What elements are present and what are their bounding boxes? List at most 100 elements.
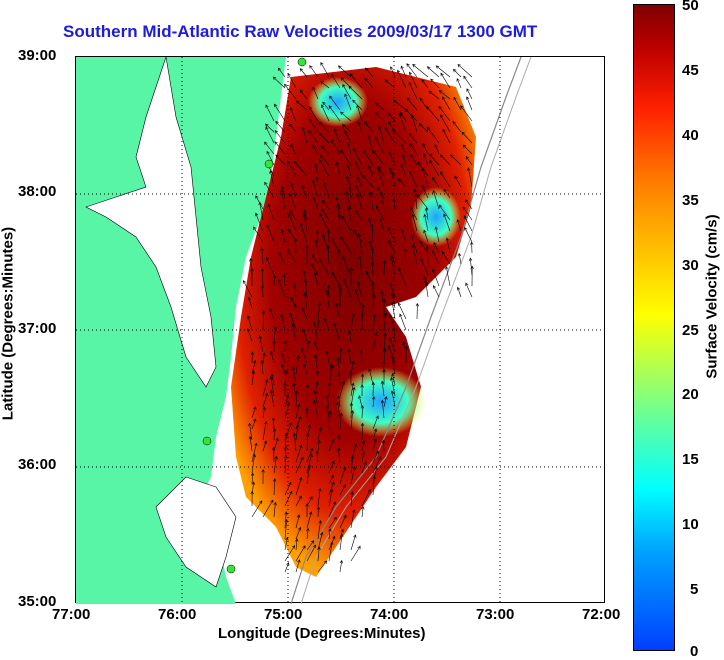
velocity-arrow (325, 289, 330, 309)
velocity-arrow (416, 194, 429, 210)
low-velocity-region-east (411, 187, 461, 247)
velocity-arrow (295, 444, 303, 463)
velocity-arrow (467, 167, 473, 188)
velocity-arrow (375, 102, 385, 111)
velocity-arrow (314, 239, 319, 254)
velocity-arrow (400, 143, 407, 155)
velocity-arrow (321, 208, 330, 221)
velocity-arrow (250, 490, 254, 507)
velocity-arrow (302, 213, 308, 232)
velocity-arrow (413, 188, 418, 210)
x-tick: 76:00 (158, 606, 197, 623)
velocity-arrow (387, 226, 396, 243)
velocity-arrow (316, 319, 320, 331)
velocity-arrow (398, 112, 407, 133)
velocity-arrow (361, 461, 367, 474)
velocity-arrow (283, 340, 288, 353)
map-svg (76, 56, 606, 605)
velocity-arrow (323, 317, 330, 331)
x-tick: 73:00 (476, 606, 515, 623)
velocity-arrow (284, 432, 288, 452)
velocity-arrow (402, 341, 407, 353)
velocity-arrow (384, 79, 396, 89)
velocity-arrow (339, 528, 344, 540)
velocity-arrow (305, 433, 310, 452)
velocity-arrow (424, 207, 429, 221)
velocity-arrow (328, 528, 332, 540)
velocity-arrow (258, 201, 264, 221)
velocity-arrow (261, 469, 265, 485)
velocity-arrow (325, 350, 330, 364)
velocity-arrow (284, 454, 288, 474)
velocity-arrow (372, 450, 379, 463)
velocity-arrow (273, 501, 277, 518)
velocity-arrow (315, 369, 320, 386)
velocity-arrow (260, 247, 264, 265)
velocity-arrow (247, 315, 253, 331)
velocity-arrow (251, 442, 258, 463)
velocity-arrow (383, 348, 387, 364)
velocity-arrow (398, 178, 407, 188)
velocity-arrow (255, 212, 264, 232)
velocity-arrow (342, 124, 352, 133)
velocity-arrow (295, 526, 302, 540)
colorbar-tick: 30 (682, 257, 699, 274)
velocity-arrow (371, 381, 376, 397)
velocity-arrow (399, 313, 407, 331)
velocity-arrow (331, 271, 341, 287)
velocity-arrow (312, 196, 319, 210)
velocity-arrow (284, 562, 290, 573)
velocity-arrow (312, 399, 319, 419)
velocity-arrow (289, 209, 297, 221)
velocity-arrow (375, 112, 385, 122)
velocity-arrow (248, 422, 253, 441)
velocity-arrow (262, 352, 266, 364)
x-axis-label: Longitude (Degrees:Minutes) (218, 625, 426, 642)
velocity-arrow (289, 313, 297, 331)
velocity-arrow (312, 144, 319, 155)
velocity-arrow (426, 66, 440, 78)
velocity-arrow (310, 262, 319, 276)
velocity-arrow (342, 256, 352, 276)
velocity-arrow (342, 84, 352, 100)
pamlico-sound (155, 476, 237, 588)
map-plot-area[interactable] (75, 56, 606, 605)
velocity-arrow (432, 249, 440, 265)
velocity-arrow (465, 199, 473, 210)
velocity-arrow (390, 376, 396, 397)
velocity-arrow (287, 160, 297, 177)
velocity-arrow (274, 103, 286, 122)
x-tick: 77:00 (52, 606, 91, 623)
velocity-arrow (306, 464, 312, 485)
velocity-arrow (440, 154, 451, 166)
velocity-arrow (284, 83, 297, 100)
colorbar (633, 4, 675, 651)
map-title: Southern Mid-Atlantic Raw Velocities 200… (63, 22, 538, 41)
velocity-arrow (349, 73, 363, 89)
velocity-arrow (336, 203, 341, 221)
velocity-arrow (305, 244, 309, 265)
velocity-arrow (441, 251, 451, 265)
velocity-arrow (402, 153, 407, 166)
velocity-arrow (275, 154, 286, 166)
colorbar-tick: 45 (682, 62, 699, 79)
velocity-arrow (293, 160, 308, 177)
velocity-arrow (411, 244, 418, 265)
velocity-arrow (288, 213, 297, 232)
colorbar-tick: 5 (690, 581, 699, 598)
velocity-arrow (317, 427, 323, 441)
velocity-arrow (384, 126, 396, 144)
colorbar-tick: 50 (682, 0, 699, 14)
velocity-arrow (295, 456, 304, 474)
velocity-arrow (406, 97, 418, 111)
low-velocity-region-mid (336, 367, 426, 437)
velocity-arrow (328, 474, 334, 485)
velocity-arrow (265, 123, 275, 133)
velocity-arrow (339, 559, 344, 573)
velocity-arrow (262, 406, 266, 419)
velocity-arrow (340, 149, 352, 166)
velocity-arrow (353, 229, 363, 243)
velocity-arrow (262, 420, 268, 441)
velocity-arrow (339, 484, 346, 496)
velocity-arrow (350, 545, 361, 562)
